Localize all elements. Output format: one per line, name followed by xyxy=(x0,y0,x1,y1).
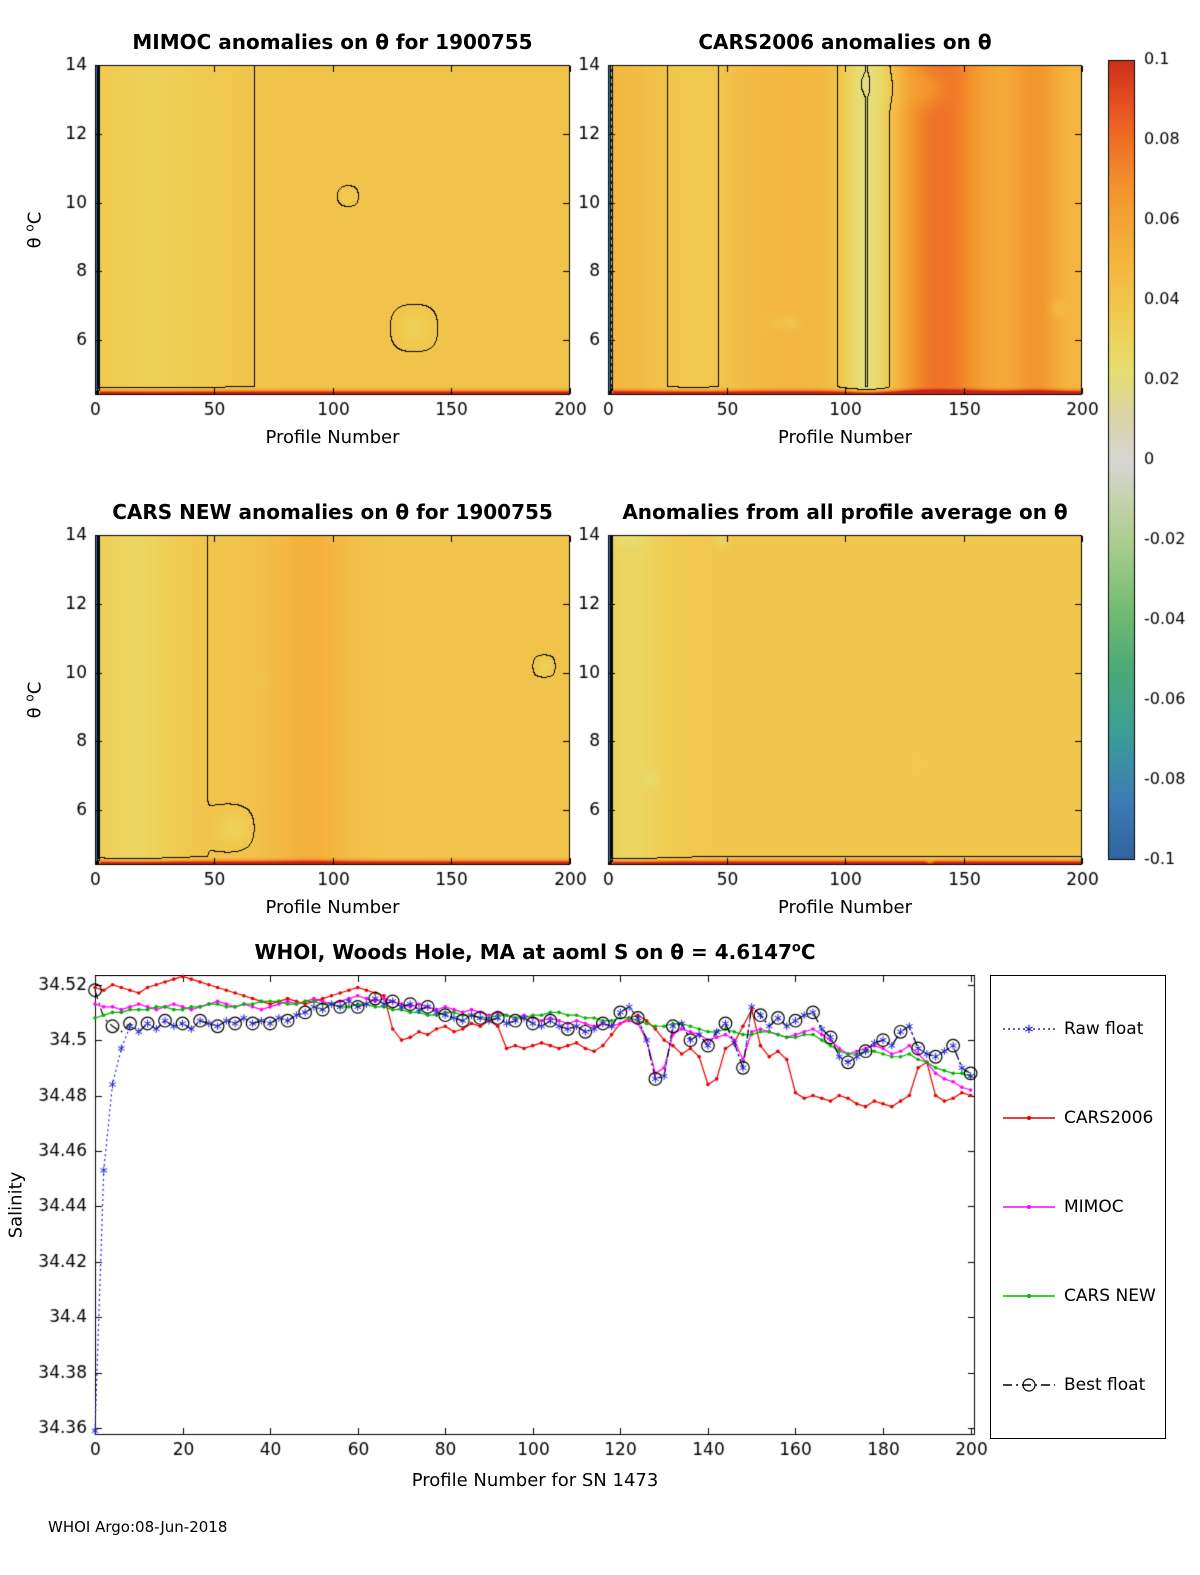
ylabel-theta-mid-post: C xyxy=(24,681,46,695)
title-cars2006: CARS2006 anomalies on θ xyxy=(698,30,992,54)
legend-sample-line xyxy=(1003,1204,1055,1209)
ylabel-theta-mid: θ oC xyxy=(23,682,46,719)
legend-sample-line xyxy=(1003,1378,1055,1392)
title-salinity: WHOI, Woods Hole, MA at aoml S on θ = 4.… xyxy=(95,940,975,964)
ylabel-theta-top-pre: θ xyxy=(24,231,46,249)
footer-text: WHOI Argo:08-Jun-2018 xyxy=(48,1518,228,1536)
xlabel-cars2006: Profile Number xyxy=(778,427,912,448)
title-salinity-sup: o xyxy=(791,940,801,956)
legend: Raw float CARS2006 MIMOC CARS NEW Best float xyxy=(990,975,1166,1439)
xlabel-mimoc: Profile Number xyxy=(265,427,400,448)
legend-label: MIMOC xyxy=(1064,1196,1124,1217)
legend-sample-line xyxy=(1003,1024,1055,1033)
legend-label: Raw float xyxy=(1064,1018,1144,1039)
legend-entry-best-float: Best float xyxy=(1001,1374,1161,1396)
legend-entry-raw-float: Raw float xyxy=(1001,1018,1161,1040)
legend-entry-cars-new: CARS NEW xyxy=(1001,1285,1161,1307)
ylabel-salinity: Salinity xyxy=(5,1171,27,1239)
title-allprofile: Anomalies from all profile average on θ xyxy=(622,500,1068,524)
title-carsnew: CARS NEW anomalies on θ for 1900755 xyxy=(112,500,553,524)
ylabel-theta-top-post: C xyxy=(24,211,46,225)
ylabel-theta-mid-pre: θ xyxy=(24,701,46,719)
ylabel-theta-mid-sup: o xyxy=(22,694,37,702)
legend-entry-mimoc: MIMOC xyxy=(1001,1196,1161,1218)
xlabel-carsnew: Profile Number xyxy=(265,897,400,918)
title-salinity-pre: WHOI, Woods Hole, MA at aoml S on θ = 4.… xyxy=(254,940,792,964)
legend-entry-cars2006: CARS2006 xyxy=(1001,1107,1161,1129)
title-mimoc: MIMOC anomalies on θ for 1900755 xyxy=(132,30,533,54)
ylabel-theta-top-sup: o xyxy=(22,224,37,232)
legend-sample-line xyxy=(1003,1115,1055,1120)
legend-sample-line xyxy=(1003,1294,1055,1299)
xlabel-salinity: Profile Number for SN 1473 xyxy=(411,1470,659,1491)
legend-label: Best float xyxy=(1064,1375,1146,1396)
legend-label: CARS2006 xyxy=(1064,1107,1154,1128)
title-salinity-post: C xyxy=(800,940,816,964)
ylabel-theta-top: θ oC xyxy=(23,212,46,249)
xlabel-allprofile: Profile Number xyxy=(778,897,912,918)
legend-label: CARS NEW xyxy=(1064,1286,1156,1307)
